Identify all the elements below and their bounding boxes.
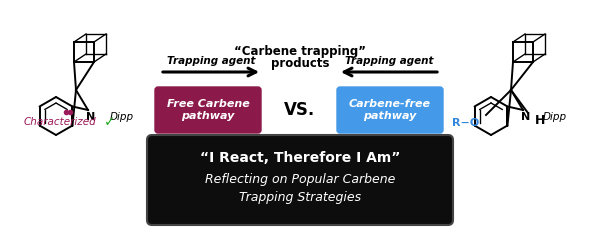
Text: “I React, Therefore I Am”: “I React, Therefore I Am” bbox=[200, 151, 400, 165]
Text: Free Carbene
pathway: Free Carbene pathway bbox=[167, 99, 250, 121]
FancyBboxPatch shape bbox=[147, 135, 453, 225]
Text: Trapping agent: Trapping agent bbox=[345, 56, 433, 66]
Text: products: products bbox=[271, 57, 329, 70]
Text: H: H bbox=[535, 115, 545, 128]
Text: Dipp: Dipp bbox=[543, 112, 567, 122]
Text: Dipp: Dipp bbox=[110, 112, 134, 122]
Text: Trapping Strategies: Trapping Strategies bbox=[239, 191, 361, 204]
Text: Trapping agent: Trapping agent bbox=[167, 56, 255, 66]
Text: VS.: VS. bbox=[284, 101, 316, 119]
Text: R−O: R−O bbox=[452, 118, 479, 128]
Text: Characterized: Characterized bbox=[23, 117, 97, 127]
FancyBboxPatch shape bbox=[155, 87, 261, 133]
Text: “Carbene trapping”: “Carbene trapping” bbox=[234, 45, 366, 58]
Text: N: N bbox=[86, 112, 95, 122]
Text: N: N bbox=[521, 112, 530, 122]
Text: Reflecting on Popular Carbene: Reflecting on Popular Carbene bbox=[205, 173, 395, 186]
Text: Carbene-free
pathway: Carbene-free pathway bbox=[349, 99, 431, 121]
Text: ✓: ✓ bbox=[104, 115, 116, 129]
FancyBboxPatch shape bbox=[337, 87, 443, 133]
